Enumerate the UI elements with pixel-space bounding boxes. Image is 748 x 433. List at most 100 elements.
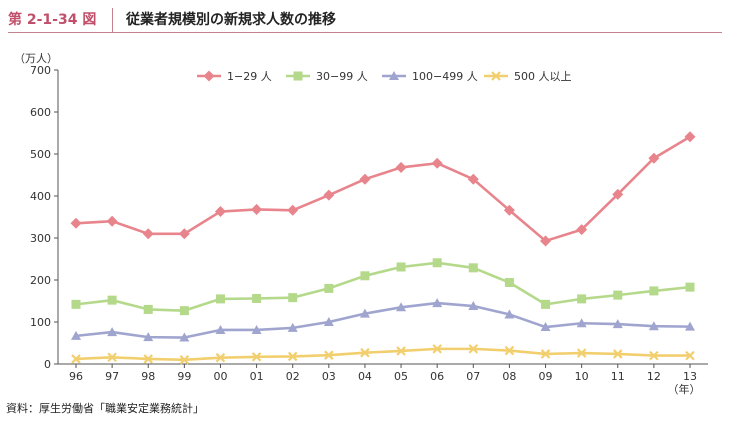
data-point [649,286,659,296]
data-point [613,290,623,300]
marker-stroke [107,352,117,363]
data-point [503,204,515,216]
data-point [323,189,335,201]
chart-series [70,131,696,365]
marker-stroke [143,354,154,364]
data-point [431,157,443,169]
data-point [179,332,190,342]
marker-stroke [432,344,442,354]
x-tick-label: 10 [575,370,589,383]
marker-stroke [685,350,695,361]
legend-swatch-marker [293,71,303,81]
data-point [143,354,154,364]
x-tick-label: 11 [611,370,625,383]
data-point [396,262,406,272]
data-point [540,235,552,247]
data-point [432,298,443,308]
series-line [75,261,691,312]
y-tick-label: 400 [30,190,51,203]
chart-legend: 1−29 人 30−99 人 100−499 人 500 人以上 [197,70,572,83]
series-1 [70,131,696,247]
legend-swatch-marker [491,71,501,81]
data-point [106,215,118,227]
data-point [395,161,407,173]
data-point [467,173,479,185]
series-3 [71,298,695,342]
data-point [142,228,154,240]
x-tick-label: 96 [69,370,83,383]
legend-item-3: 100−499 人 [382,70,478,83]
figure-title: 従業者規模別の新規求人数の推移 [126,12,336,28]
data-point [251,203,263,215]
x-tick-label: 02 [286,370,300,383]
data-point [396,346,406,356]
y-tick-label: 200 [30,274,51,287]
data-point [685,282,695,292]
legend-swatch-marker [203,70,215,82]
data-point [396,302,407,312]
x-tick-label: 98 [141,370,155,383]
data-point [107,327,118,337]
data-point [252,293,262,303]
x-tick-label: 13 [683,370,697,383]
y-tick-label: 100 [30,316,51,329]
marker-stroke [215,352,226,363]
data-point [178,228,190,240]
x-tick-label: 12 [647,370,661,383]
data-point [287,204,299,216]
marker-stroke [179,355,190,365]
data-point [214,206,226,218]
data-point [324,283,334,293]
legend-label: 30−99 人 [316,70,368,83]
marker-stroke [251,352,262,362]
data-point [251,324,262,334]
data-point [323,317,334,326]
data-point [684,131,696,143]
series-line [75,301,691,339]
x-tick-label: 01 [250,370,264,383]
x-tick-label: 09 [539,370,553,383]
marker-stroke [396,346,406,356]
chart-axes: 0 100 200 300 400 500 600 700（万人） 96 97 98 99 00 01 02… [14,52,708,396]
data-point [360,271,370,281]
x-tick-label: 07 [466,370,480,383]
data-point [71,354,81,364]
data-point [360,347,370,358]
marker-stroke [360,347,370,358]
series-2 [71,258,695,316]
y-tick-label: 700 [30,64,51,77]
marker-stroke [576,348,587,358]
figure-header: 第 2-1-34 図 従業者規模別の新規求人数の推移 [8,8,722,33]
data-point [612,349,623,359]
data-point [612,319,623,329]
legend-label: 100−499 人 [412,70,478,83]
data-point [577,294,587,304]
x-axis-title: （年） [668,382,701,396]
data-point [468,301,479,311]
series-4 [71,344,695,365]
data-point [179,306,189,316]
data-point [107,352,117,363]
x-tick-label: 08 [502,370,516,383]
y-tick-label: 0 [44,358,51,371]
y-axis-title: （万人） [14,52,58,65]
y-tick-label: 500 [30,148,51,161]
legend-item-2: 30−99 人 [286,70,368,83]
data-point [432,344,442,354]
x-tick-label: 04 [358,370,372,383]
data-point [215,324,226,334]
marker-stroke [71,354,81,364]
data-point [215,294,225,304]
data-point [71,330,81,340]
data-point [504,309,515,319]
x-tick-label: 99 [177,370,191,383]
data-point [648,321,659,331]
data-point [288,293,298,303]
data-point [576,224,588,236]
data-point [179,355,190,365]
legend-item-1: 1−29 人 [197,70,272,83]
series-line [75,347,690,362]
data-point [107,295,117,305]
data-point [540,349,551,359]
